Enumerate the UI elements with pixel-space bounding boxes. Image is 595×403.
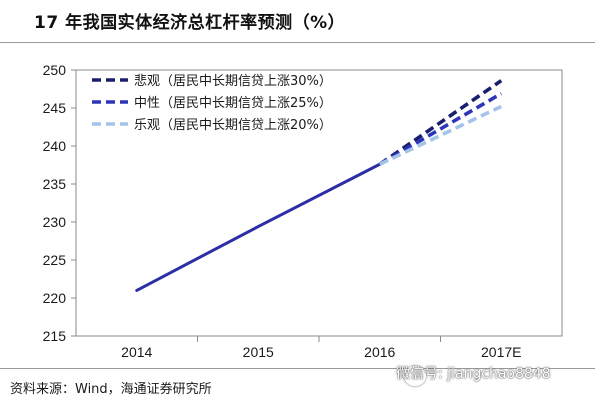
- y-tick-label: 220: [43, 290, 67, 306]
- y-tick-label: 245: [43, 100, 67, 116]
- forecast-line: [378, 79, 503, 166]
- y-tick-label: 225: [43, 252, 67, 268]
- x-tick-label: 2016: [364, 344, 395, 360]
- x-axis: 2014 2015 2016 2017E: [121, 336, 521, 360]
- y-tick-label: 230: [43, 214, 67, 230]
- history-line: [135, 162, 382, 292]
- y-tick-label: 240: [43, 138, 67, 154]
- wechat-icon: [404, 366, 426, 386]
- title-divider: [0, 42, 595, 43]
- source-note: 资料来源：Wind，海通证券研究所: [10, 382, 212, 397]
- series-lines: [135, 79, 503, 292]
- y-tick-label: 215: [43, 328, 67, 344]
- legend-label: 悲观（居民中长期信贷上涨30%）: [134, 73, 332, 89]
- legend-label: 乐观（居民中长期信贷上涨20%）: [134, 118, 332, 133]
- x-tick-label: 2015: [243, 344, 274, 360]
- y-axis: 215 220 225 230 235 240 245 250: [43, 62, 76, 344]
- footer-divider: [0, 368, 595, 369]
- x-tick-label: 2017E: [481, 344, 521, 360]
- y-tick-label: 235: [43, 176, 67, 192]
- legend: 悲观（居民中长期信贷上涨30%） 中性（居民中长期信贷上涨25%） 乐观（居民中长期…: [92, 73, 332, 133]
- forecast-line: [378, 92, 503, 166]
- x-tick-label: 2014: [121, 344, 152, 360]
- watermark: 微信号: jiangchao8848: [396, 366, 551, 382]
- y-tick-label: 250: [43, 62, 67, 78]
- legend-label: 中性（居民中长期信贷上涨25%）: [134, 96, 332, 111]
- chart-title: 17 年我国实体经济总杠杆率预测（%）: [34, 13, 346, 33]
- forecast-line: [378, 104, 503, 166]
